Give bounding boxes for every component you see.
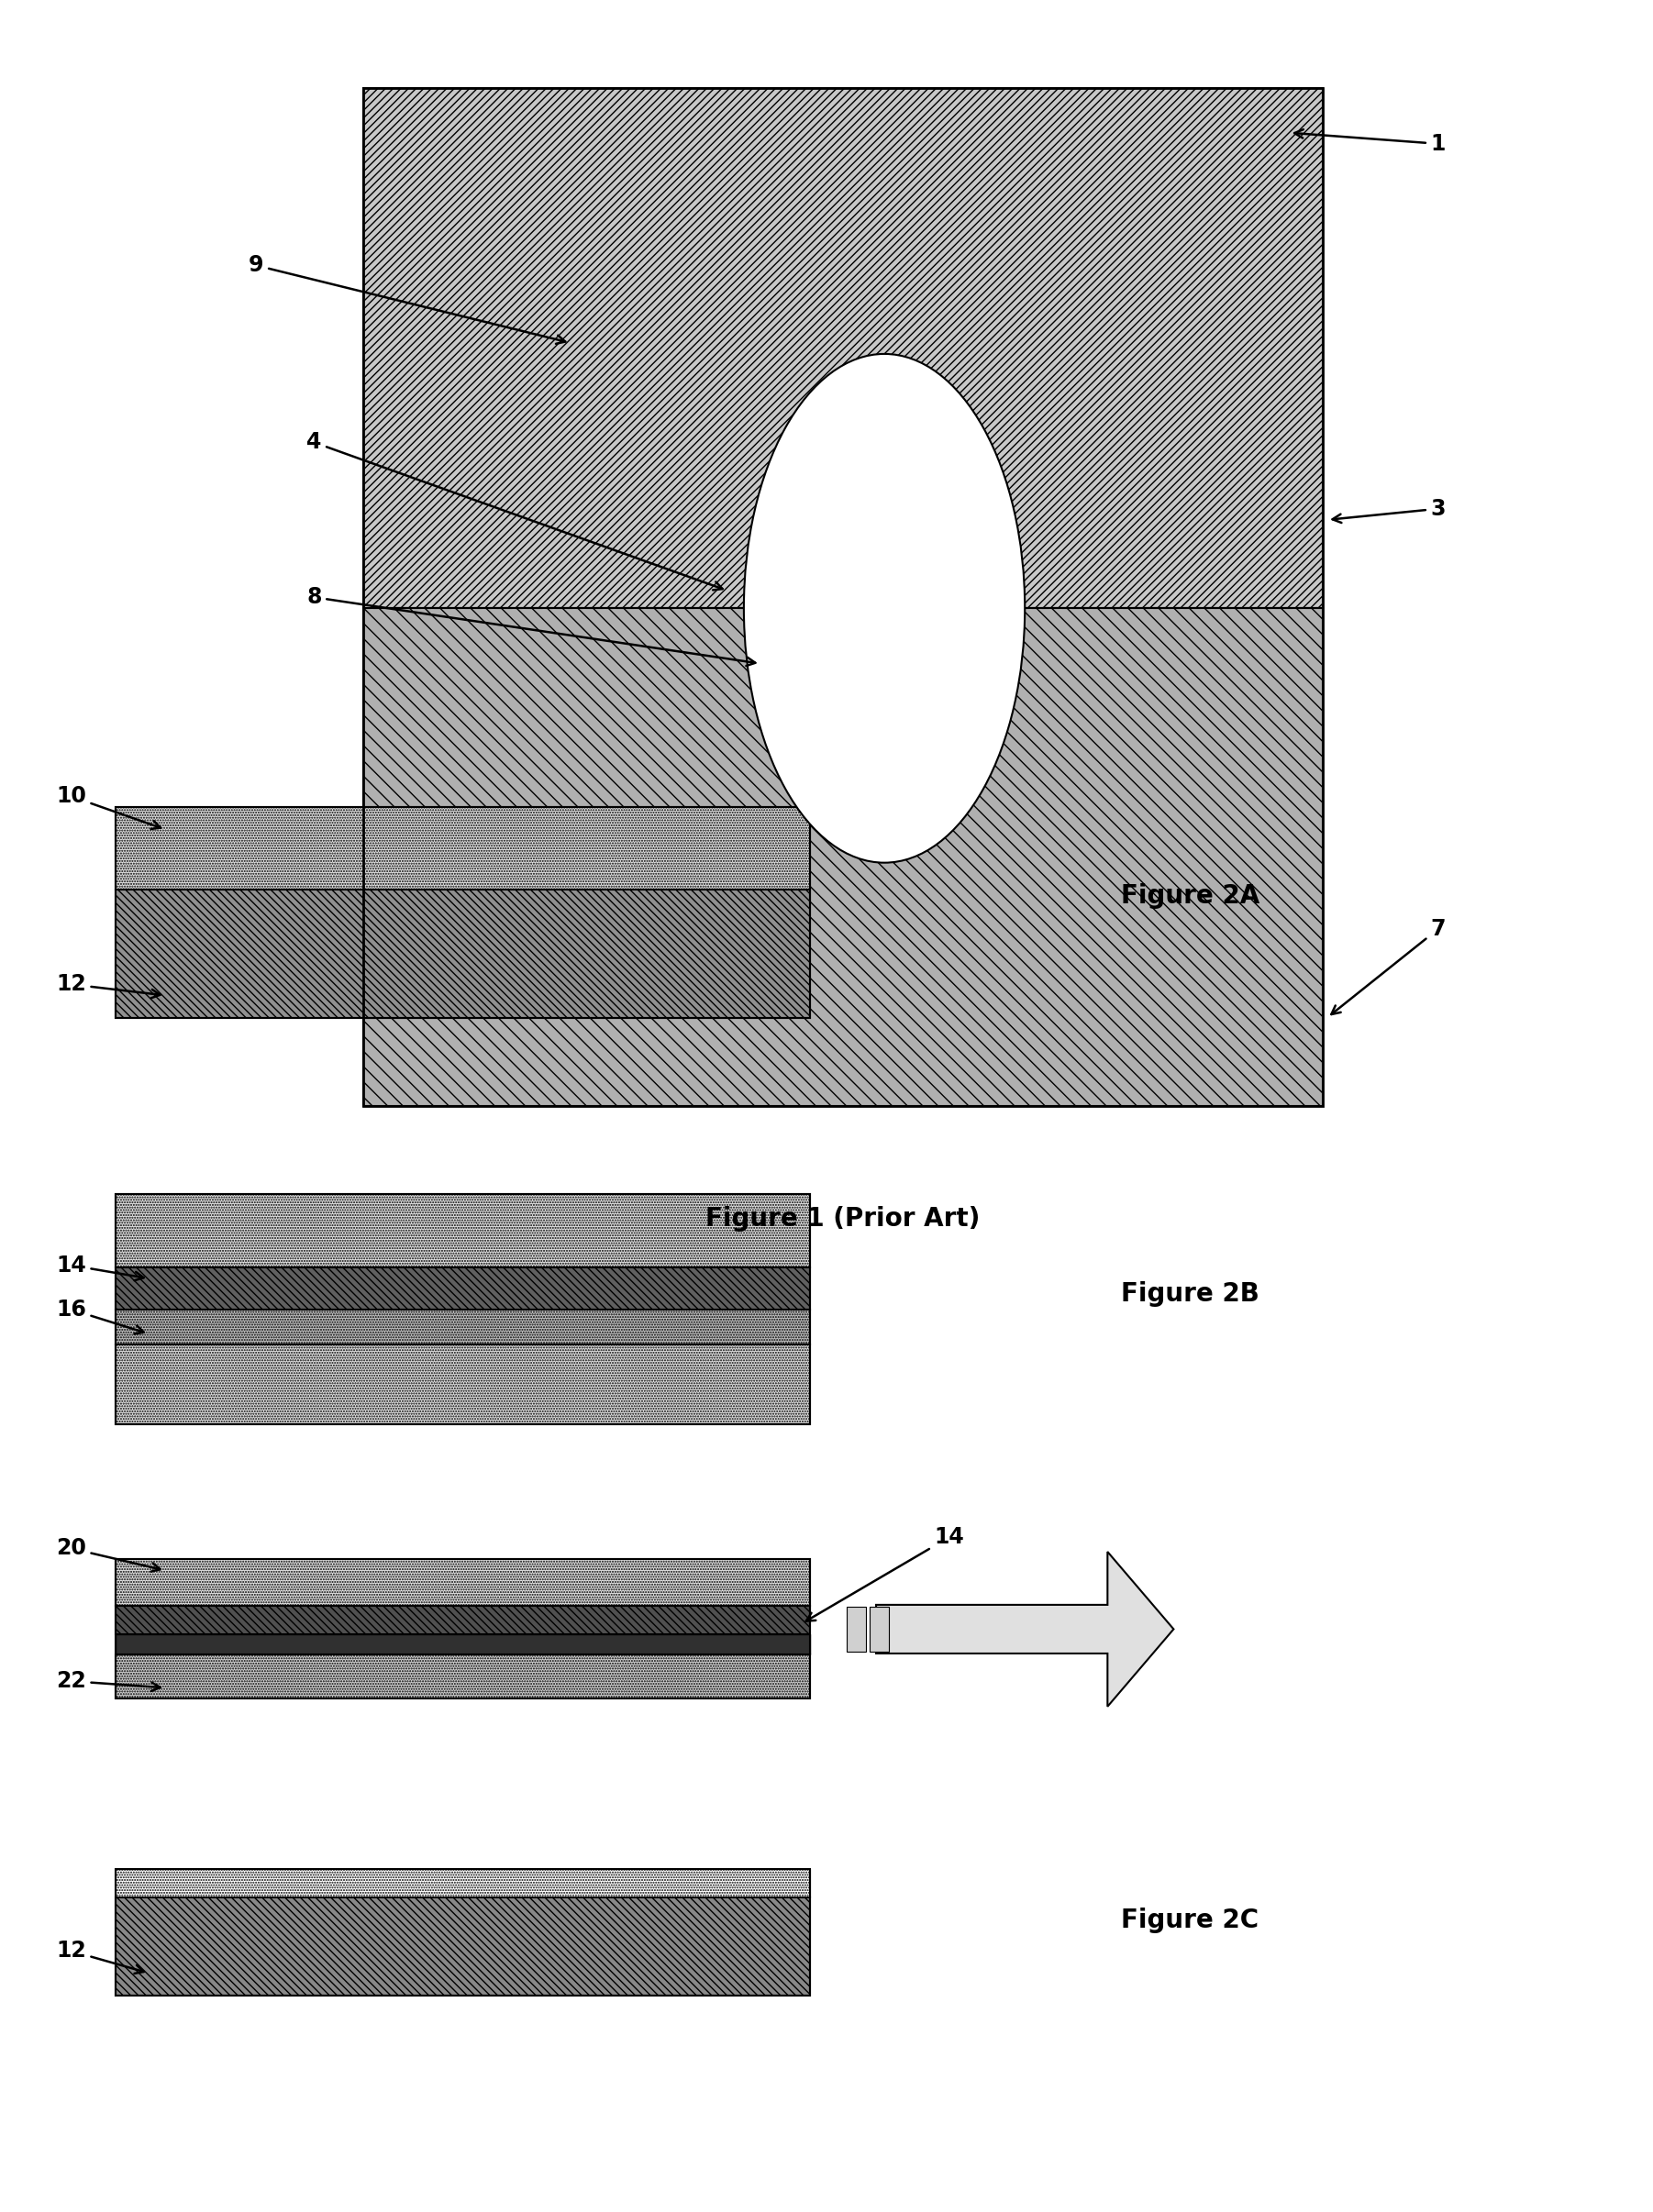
Text: 22: 22: [56, 1670, 160, 1692]
Bar: [116, 1345, 810, 1425]
Text: 10: 10: [56, 785, 160, 830]
Bar: [116, 889, 810, 1018]
Bar: [116, 1194, 810, 1267]
Bar: [116, 1194, 810, 1425]
Bar: [116, 1267, 810, 1310]
Bar: [364, 608, 1322, 1106]
FancyArrow shape: [876, 1553, 1174, 1708]
Text: 20: 20: [56, 1537, 160, 1571]
Bar: [116, 1606, 810, 1635]
Ellipse shape: [744, 354, 1025, 863]
Bar: [116, 1635, 810, 1655]
Text: 14: 14: [56, 1254, 144, 1281]
Bar: [116, 1559, 810, 1606]
Bar: [116, 1898, 810, 1995]
Text: Figure 2C: Figure 2C: [1121, 1907, 1260, 1933]
Text: 1: 1: [1294, 131, 1446, 155]
Bar: [364, 88, 1322, 608]
Bar: [116, 1655, 810, 1699]
Text: 9: 9: [248, 254, 565, 343]
Text: Figure 2B: Figure 2B: [1121, 1281, 1260, 1307]
Bar: [846, 1606, 866, 1650]
Text: 14: 14: [807, 1526, 964, 1621]
Text: 16: 16: [56, 1298, 144, 1334]
Bar: [364, 88, 1322, 1106]
Bar: [869, 1606, 889, 1650]
Bar: [116, 1869, 810, 1898]
Text: 12: 12: [56, 973, 160, 998]
Bar: [116, 807, 810, 889]
Text: Figure 1 (Prior Art): Figure 1 (Prior Art): [706, 1206, 980, 1232]
Text: 4: 4: [306, 431, 722, 591]
Bar: [116, 1310, 810, 1345]
Text: 12: 12: [56, 1940, 144, 1973]
Bar: [116, 1869, 810, 1995]
Text: Figure 2A: Figure 2A: [1121, 883, 1260, 909]
Text: 7: 7: [1331, 918, 1446, 1015]
Text: 3: 3: [1332, 498, 1446, 522]
Bar: [116, 1559, 810, 1699]
Text: 8: 8: [306, 586, 755, 666]
Bar: [116, 807, 810, 1018]
